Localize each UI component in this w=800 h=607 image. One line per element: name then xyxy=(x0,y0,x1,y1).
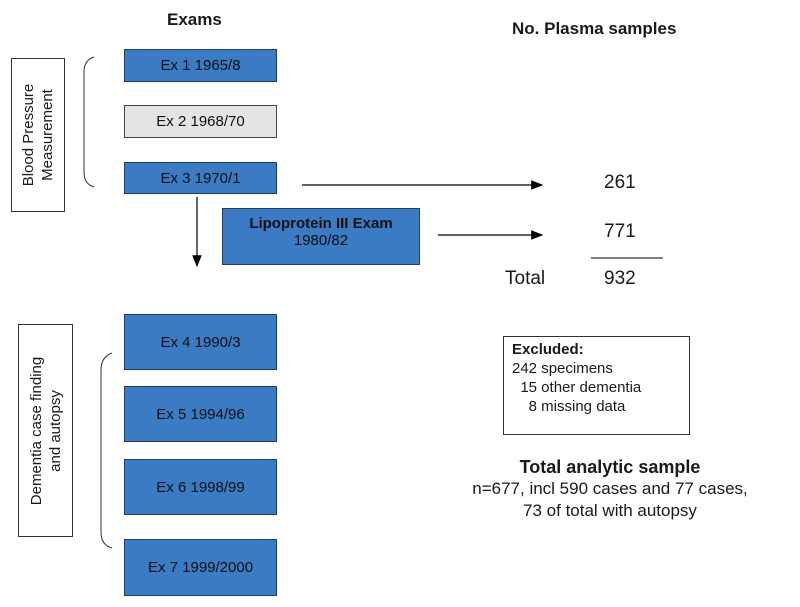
exam-box-ex2: Ex 2 1968/70 xyxy=(124,105,277,138)
lipoprotein-exam-box: Lipoprotein III Exam 1980/82 xyxy=(222,208,420,265)
exam-box-ex5: Ex 5 1994/96 xyxy=(124,386,277,442)
dementia-bracket xyxy=(100,352,113,549)
excluded-line-other-dementia: 15 other dementia xyxy=(512,379,642,396)
analytic-title: Total analytic sample xyxy=(519,457,701,477)
bp-measurement-label: Blood Pressure Measurement xyxy=(11,58,65,212)
total-sample-count: 932 xyxy=(604,268,636,289)
excluded-box: Excluded: 242 specimens 15 other dementi… xyxy=(503,336,690,435)
lipo-sample-count: 771 xyxy=(604,221,636,242)
exam-box-ex1: Ex 1 1965/8 xyxy=(124,49,277,82)
excluded-line-missing-data: 8 missing data xyxy=(512,398,626,415)
ex3-sample-count: 261 xyxy=(604,172,636,193)
dementia-label: Dementia case finding and autopsy xyxy=(18,324,73,537)
plasma-samples-heading: No. Plasma samples xyxy=(512,19,677,38)
bp-label-line1: Blood Pressure xyxy=(20,83,37,187)
excluded-line-specimens: 242 specimens xyxy=(512,360,613,377)
exam-box-ex4: Ex 4 1990/3 xyxy=(124,314,277,370)
analytic-line2: 73 of total with autopsy xyxy=(523,501,697,520)
total-analytic-sample: Total analytic sample n=677, incl 590 ca… xyxy=(440,457,780,522)
dementia-label-line1: Dementia case finding xyxy=(27,356,45,505)
analytic-line1: n=677, incl 590 cases and 77 cases, xyxy=(472,479,748,498)
excluded-title: Excluded: xyxy=(512,341,584,358)
lipoprotein-years: 1980/82 xyxy=(293,232,349,249)
lipoprotein-title: Lipoprotein III Exam xyxy=(249,215,393,232)
exams-heading: Exams xyxy=(167,10,222,29)
exam-box-ex3: Ex 3 1970/1 xyxy=(124,162,277,194)
dementia-label-line2: and autopsy xyxy=(46,389,64,472)
exam-box-ex6: Ex 6 1998/99 xyxy=(124,459,277,515)
bp-label-line2: Measurement xyxy=(39,89,56,181)
exam-box-ex7: Ex 7 1999/2000 xyxy=(124,539,277,596)
total-label: Total xyxy=(505,268,546,289)
bp-bracket xyxy=(83,56,95,188)
